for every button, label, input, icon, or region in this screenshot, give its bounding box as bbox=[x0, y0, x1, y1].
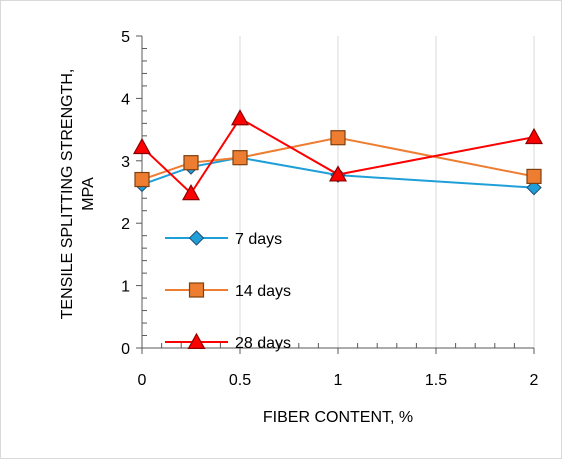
legend-marker bbox=[187, 332, 206, 349]
y-tick-label: 0 bbox=[121, 341, 130, 358]
legend-label: 28 days bbox=[235, 335, 291, 352]
data-point-marker bbox=[132, 137, 152, 155]
y-tick-label: 5 bbox=[121, 29, 130, 46]
y-tick-label: 1 bbox=[121, 279, 130, 296]
series-14-days bbox=[134, 130, 542, 188]
y-axis-label-line-2: MPA bbox=[80, 177, 97, 211]
data-point-marker bbox=[183, 155, 199, 171]
y-axis-label-line-1: TENSILE SPLITTING STRENGTH, bbox=[59, 69, 76, 320]
series-28-days bbox=[132, 109, 544, 201]
data-point-marker bbox=[181, 184, 201, 201]
legend-label: 7 days bbox=[235, 231, 282, 248]
y-tick-label: 3 bbox=[121, 154, 130, 171]
x-tick-label: 1 bbox=[334, 372, 343, 389]
x-axis-label: FIBER CONTENT, % bbox=[263, 409, 413, 426]
grid bbox=[239, 36, 535, 348]
legend-entry: 7 days bbox=[165, 230, 282, 248]
y-tick-label: 2 bbox=[121, 216, 130, 233]
legend-entry: 14 days bbox=[165, 282, 291, 300]
data-point-marker bbox=[230, 109, 250, 126]
legend-marker bbox=[188, 230, 205, 246]
x-tick-label: 1.5 bbox=[425, 372, 447, 389]
legend-marker bbox=[188, 282, 205, 298]
x-tick-label: 2 bbox=[530, 372, 539, 389]
data-point-marker bbox=[330, 130, 346, 146]
series-group bbox=[132, 109, 544, 201]
legend-label: 14 days bbox=[235, 283, 291, 300]
x-tick-label: 0.5 bbox=[229, 372, 251, 389]
legend: 7 days 14 days 28 days bbox=[165, 230, 291, 352]
data-point-marker bbox=[232, 150, 248, 166]
x-tick-label: 0 bbox=[138, 372, 147, 389]
data-point-marker bbox=[134, 171, 150, 188]
data-point-marker bbox=[524, 127, 544, 145]
legend-entry: 28 days bbox=[165, 332, 291, 352]
data-point-marker bbox=[328, 165, 348, 182]
data-point-marker bbox=[526, 168, 542, 184]
axes: 0 1 2 3 4 5 0 0.5 1 1.5 2 bbox=[121, 29, 538, 389]
y-tick-label: 4 bbox=[121, 91, 130, 108]
data-point-marker bbox=[526, 179, 542, 196]
